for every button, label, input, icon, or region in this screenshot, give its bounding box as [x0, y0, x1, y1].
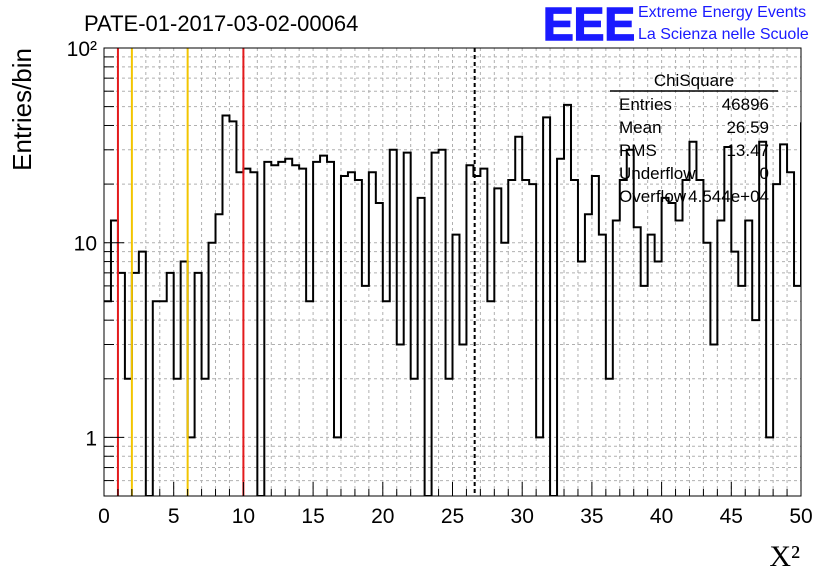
y-tick-label: 10 [74, 233, 97, 256]
stats-label: Underflow [619, 164, 696, 183]
reference-lines [116, 48, 476, 496]
x-tick-label: 10 [232, 505, 255, 528]
stats-label: Overflow [619, 187, 687, 206]
stats-value: 4.544e+04 [688, 187, 769, 206]
stats-label: Mean [619, 118, 662, 137]
x-tick-label: 5 [168, 505, 180, 528]
x-tick-label: 40 [650, 505, 673, 528]
x-axis-label: X² [769, 540, 800, 572]
stats-box: ChiSquare Entries 46896 Mean 26.59 RMS 13.47 U… [610, 71, 778, 206]
x-tick-label: 25 [441, 505, 464, 528]
logo-line1: Extreme Energy Events [638, 4, 806, 21]
logo-line2: La Scienza nelle Scuole [638, 26, 809, 43]
stats-label: Entries [619, 95, 672, 114]
x-tick-label: 30 [511, 505, 534, 528]
stats-title: ChiSquare [654, 71, 734, 90]
stats-label: RMS [619, 141, 657, 160]
histogram-series [104, 103, 801, 496]
axes: 0 5 10 15 20 25 30 35 40 45 50 1 10 10² [67, 38, 813, 528]
x-tick-label: 0 [98, 505, 110, 528]
x-tick-label: 15 [301, 505, 324, 528]
stats-value: 46896 [722, 95, 769, 114]
y-tick-label: 10² [67, 38, 97, 61]
stats-value: 13.47 [726, 141, 769, 160]
chart-title: PATE-01-2017-03-02-00064 [84, 11, 358, 36]
logo-mark: EEE [543, 0, 635, 50]
stats-value: 0 [760, 164, 769, 183]
histogram-outline [104, 103, 801, 496]
y-tick-label: 1 [85, 427, 97, 450]
stats-rows: Entries 46896 Mean 26.59 RMS 13.47 Underflow 0 O… [619, 95, 769, 206]
stats-value: 26.59 [726, 118, 769, 137]
y-axis-label: Entries/bin [7, 48, 37, 171]
x-tick-label: 45 [720, 505, 743, 528]
x-tick-label: 20 [371, 505, 394, 528]
eee-logo: EEE Extreme Energy Events La Scienza nel… [542, 0, 809, 51]
x-tick-label: 50 [789, 505, 812, 528]
x-tick-label: 35 [580, 505, 603, 528]
